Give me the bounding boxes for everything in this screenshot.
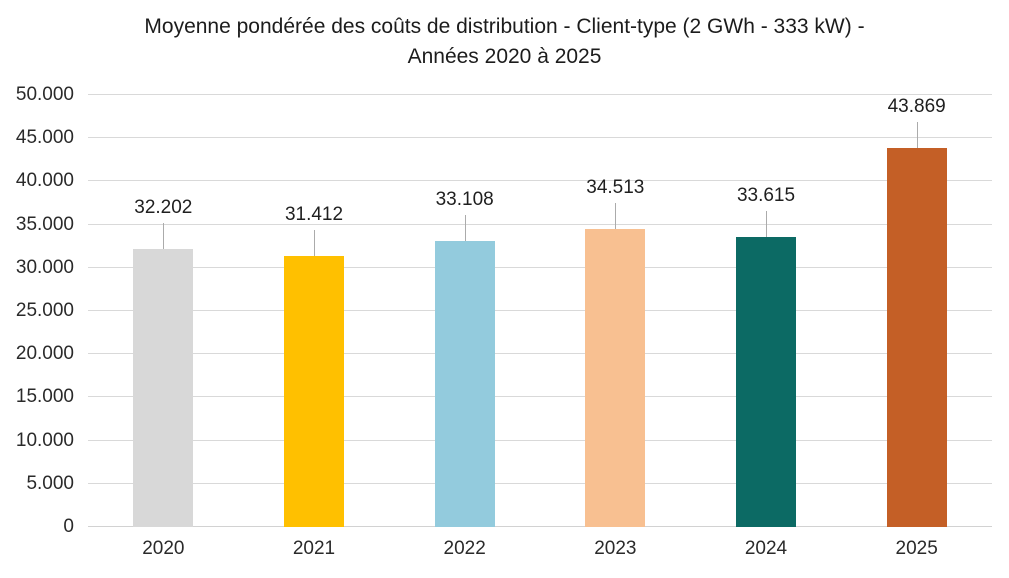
gridline-20.000 bbox=[88, 353, 992, 355]
bar-2025 bbox=[886, 147, 947, 527]
bar-2020 bbox=[133, 248, 194, 527]
bar-2021 bbox=[284, 255, 344, 527]
leader-line-2020 bbox=[163, 222, 165, 249]
gridline-45.000 bbox=[88, 137, 992, 139]
bar-2022 bbox=[434, 240, 495, 527]
y-tick-label: 15.000 bbox=[15, 386, 74, 408]
y-tick-label: 35.000 bbox=[15, 213, 74, 235]
data-label-2024: 33.615 bbox=[736, 184, 796, 206]
chart-title: Moyenne pondérée des coûts de distributi… bbox=[0, 12, 1009, 72]
gridline-5.000 bbox=[88, 482, 992, 484]
bar-2024 bbox=[736, 236, 796, 527]
plot-area: 32.202 31.412 33.108 34.513 33.615 43.869 bbox=[88, 94, 992, 527]
x-tick-label-2022: 2022 bbox=[443, 538, 486, 559]
data-label-2021: 31.412 bbox=[284, 203, 344, 225]
y-tick-label: 45.000 bbox=[15, 127, 74, 149]
data-label-2025: 43.869 bbox=[887, 95, 946, 117]
gridline-30.000 bbox=[88, 266, 992, 268]
x-tick-label-2021: 2021 bbox=[292, 538, 336, 559]
gridline-50.000 bbox=[88, 94, 992, 95]
leader-line-2021 bbox=[314, 229, 315, 256]
leader-line-2025 bbox=[916, 121, 918, 148]
y-axis: 0 5.000 10.000 15.000 20.000 25.000 30.000 35.0… bbox=[0, 84, 74, 537]
data-label-2023: 34.513 bbox=[586, 176, 645, 198]
y-tick-label: 30.000 bbox=[15, 256, 74, 278]
x-axis: 2020 2021 2022 2023 2024 2025 bbox=[88, 538, 992, 566]
gridline-25.000 bbox=[88, 310, 992, 311]
leader-line-2022 bbox=[464, 214, 466, 241]
y-tick-label: 20.000 bbox=[15, 343, 74, 365]
chart-title-line-2: Années 2020 à 2025 bbox=[407, 45, 602, 68]
gridline-40.000 bbox=[88, 180, 992, 182]
y-tick-label: 40.000 bbox=[15, 170, 74, 192]
y-tick-label: 10.000 bbox=[15, 429, 74, 451]
gridline-10.000 bbox=[88, 439, 992, 441]
leader-line-2023 bbox=[615, 202, 617, 229]
data-label-2020: 32.202 bbox=[134, 196, 193, 218]
leader-line-2024 bbox=[766, 210, 767, 237]
bar-2023 bbox=[585, 228, 646, 527]
gridline-35.000 bbox=[88, 223, 992, 225]
x-tick-label-2020: 2020 bbox=[142, 538, 185, 559]
y-tick-label: 50.000 bbox=[15, 84, 74, 105]
y-tick-label: 25.000 bbox=[15, 300, 74, 321]
x-tick-label-2025: 2025 bbox=[895, 538, 938, 559]
x-tick-label-2023: 2023 bbox=[594, 538, 637, 559]
x-axis-line bbox=[88, 526, 992, 527]
data-label-2022: 33.108 bbox=[435, 188, 494, 210]
gridline-15.000 bbox=[88, 396, 992, 398]
y-tick-label: 0 bbox=[63, 516, 74, 537]
chart-title-line-1: Moyenne pondérée des coûts de distributi… bbox=[144, 15, 865, 38]
y-tick-label: 5.000 bbox=[26, 472, 74, 494]
x-tick-label-2024: 2024 bbox=[744, 538, 788, 559]
